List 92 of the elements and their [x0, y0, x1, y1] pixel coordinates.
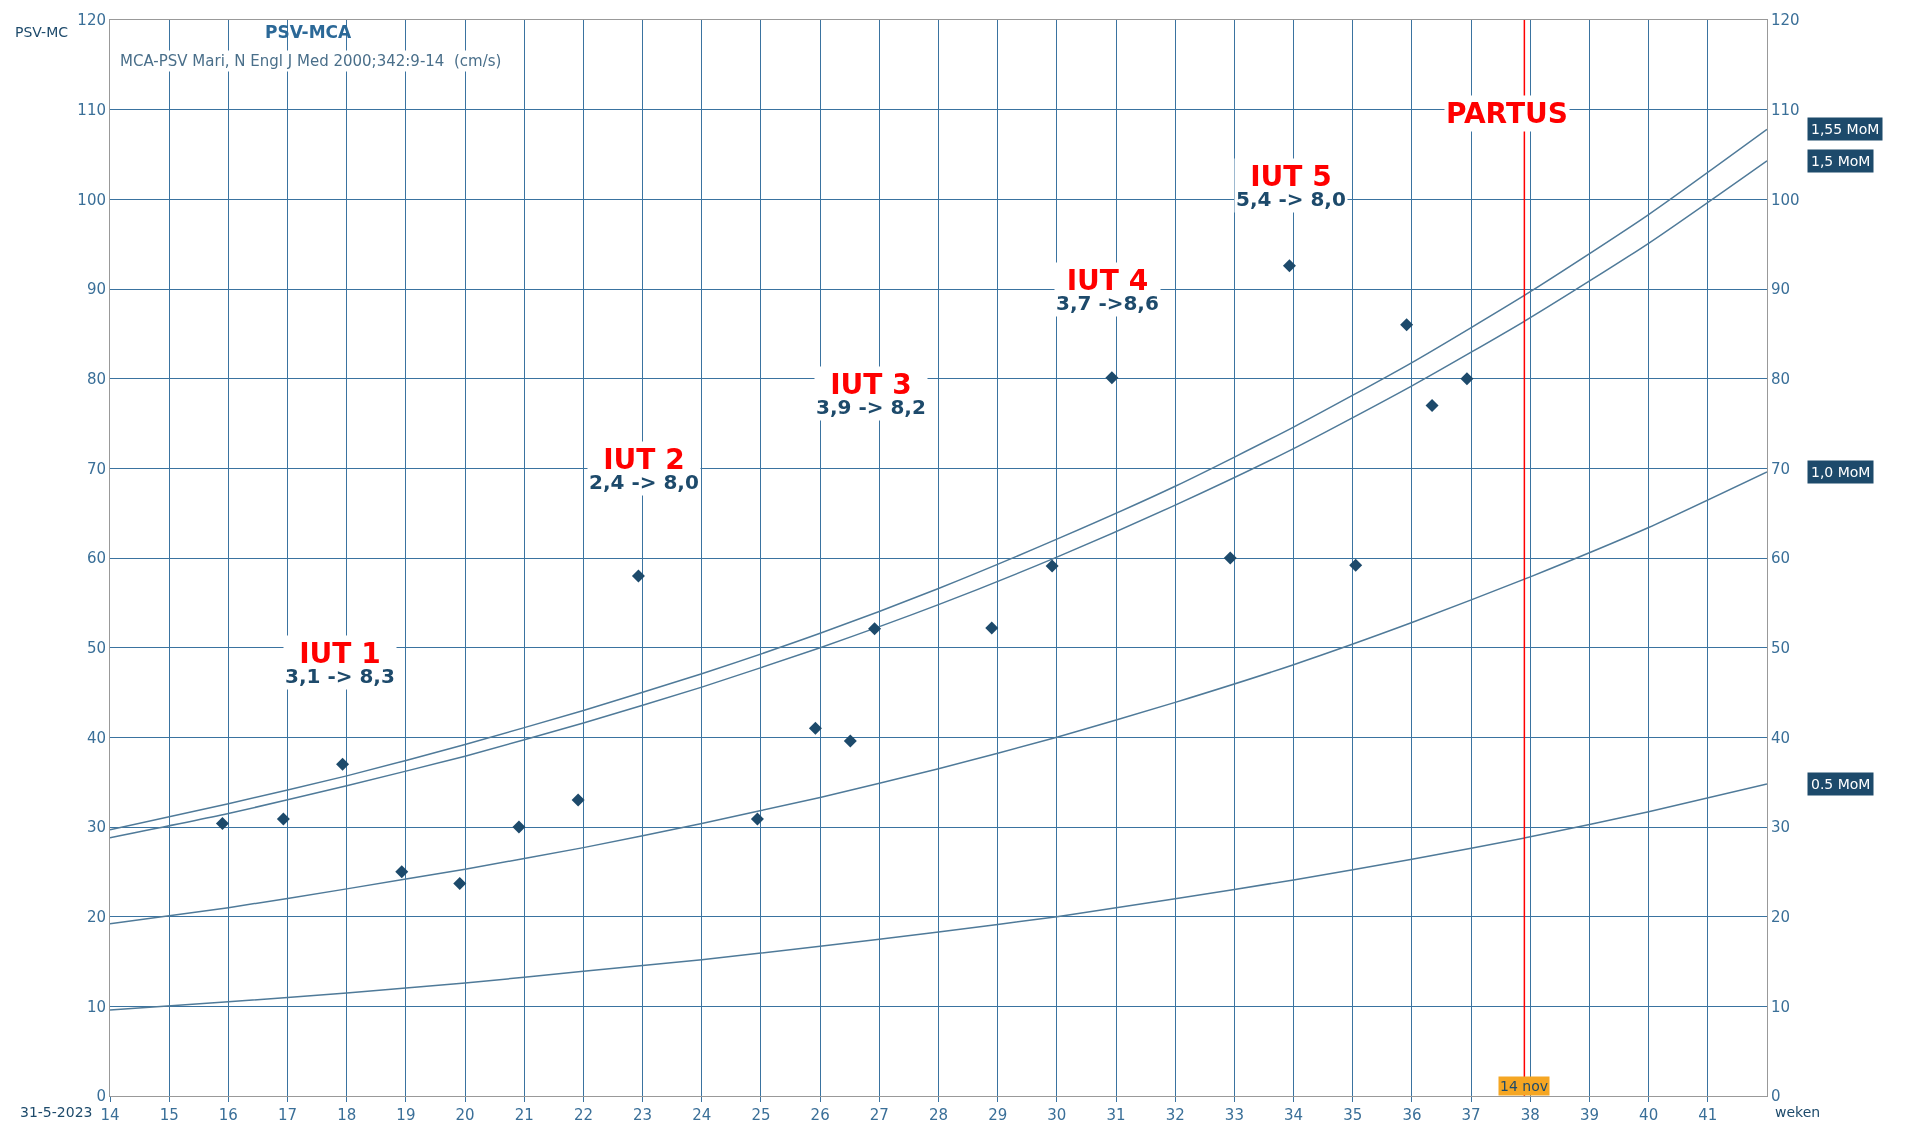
x-tick-label: 36 [1402, 1106, 1422, 1124]
x-tick-label: 35 [1343, 1106, 1363, 1124]
point [453, 876, 467, 890]
y-axis-title: PSV-MC [15, 24, 69, 40]
point [843, 734, 857, 748]
y2-tick-label: 120 [1771, 11, 1800, 30]
y2-tick-label: 110 [1771, 100, 1800, 119]
text: 1,0 MoM [1811, 464, 1871, 480]
y2-tick-label: 60 [1771, 549, 1791, 568]
x-tick-label: 32 [1165, 1106, 1185, 1124]
annotation: IUT 1 3,1 -> 8,3 [285, 637, 395, 688]
x-tick-label: 14 [100, 1106, 120, 1124]
y-tick-label: 110 [77, 100, 106, 119]
y2-tick-label: 10 [1771, 997, 1791, 1016]
point [571, 793, 585, 807]
y2-tick-label: 0 [1771, 1087, 1781, 1106]
text: 1,55 MoM [1811, 121, 1880, 137]
text: 1,5 MoM [1811, 153, 1871, 169]
x-tick-label: 30 [1047, 1106, 1067, 1124]
x-tick-label: 22 [573, 1106, 593, 1124]
point [1223, 551, 1237, 565]
x-tick-label: 33 [1224, 1106, 1244, 1124]
point [1105, 371, 1119, 385]
point [868, 622, 882, 636]
x-tick-label: 19 [396, 1106, 416, 1124]
annotation: IUT 2 2,4 -> 8,0 [589, 443, 699, 494]
y2-tick-label: 30 [1771, 818, 1791, 837]
y-tick-label: 40 [86, 728, 106, 747]
y-tick-label: 90 [86, 280, 106, 299]
point [1400, 318, 1414, 332]
point [1349, 558, 1363, 572]
y-tick-label: 30 [86, 818, 106, 837]
point [1045, 559, 1059, 573]
annotation: PARTUS [1446, 97, 1568, 130]
x-tick-label: 20 [455, 1106, 475, 1124]
x-tick-label: 28 [928, 1106, 949, 1124]
x-tick-label: 16 [218, 1106, 238, 1124]
y-tick-label: 0 [96, 1087, 106, 1106]
point [512, 820, 526, 834]
x-tick-label: 29 [988, 1106, 1008, 1124]
ref-line-label: 14 nov [1500, 1078, 1548, 1094]
x-tick-label: 21 [514, 1106, 534, 1124]
y2-tick-label: 40 [1771, 728, 1791, 747]
point [1460, 372, 1474, 386]
point [1425, 399, 1439, 413]
x-tick-label: 26 [810, 1106, 830, 1124]
x-tick-label: 41 [1698, 1106, 1718, 1124]
y-tick-label: 50 [86, 638, 106, 657]
annotation: IUT 3 3,9 -> 8,2 [816, 368, 926, 419]
y-tick-label: 100 [77, 190, 106, 209]
y-tick-label: 10 [86, 997, 106, 1016]
point [215, 816, 229, 830]
y-tick-label: 80 [86, 369, 106, 388]
text: 31-5-2023 [20, 1104, 93, 1120]
x-tick-label: 31 [1106, 1106, 1126, 1124]
point [1282, 259, 1296, 273]
point [750, 812, 764, 826]
x-tick-label: 15 [159, 1106, 179, 1124]
point [395, 865, 409, 879]
text: 0.5 MoM [1811, 776, 1871, 792]
line-series [110, 471, 1767, 925]
y2-tick-label: 100 [1771, 190, 1800, 209]
y2-tick-label: 50 [1771, 638, 1791, 657]
point [985, 621, 999, 635]
x-tick-label: 17 [277, 1106, 298, 1124]
y2-tick-label: 20 [1771, 907, 1791, 926]
line-series [110, 783, 1767, 1011]
x-tick-label: 39 [1579, 1106, 1600, 1124]
point [276, 812, 290, 826]
x-tick-label: 27 [869, 1106, 889, 1124]
point [336, 757, 350, 771]
x-tick-label: 23 [633, 1106, 653, 1124]
y2-tick-label: 90 [1771, 280, 1791, 299]
x-tick-label: 18 [337, 1106, 357, 1124]
annotation: IUT 5 5,4 -> 8,0 [1236, 160, 1346, 211]
y2-tick-label: 80 [1771, 369, 1791, 388]
y-tick-label: 120 [77, 11, 106, 30]
y2-tick-label: 70 [1771, 459, 1791, 478]
y-tick-label: 70 [86, 459, 106, 478]
x-tick-label: 24 [692, 1106, 712, 1124]
point [631, 569, 645, 583]
x-tick-label: 40 [1639, 1106, 1659, 1124]
annotation: IUT 4 3,7 ->8,6 [1056, 264, 1159, 315]
text: MCA-PSV Mari, N Engl J Med 2000;342:9-14 (cm/s) [120, 52, 502, 70]
x-tick-label: 37 [1461, 1106, 1481, 1124]
y-tick-label: 60 [86, 549, 106, 568]
x-axis-title: weken [1775, 1104, 1821, 1120]
point [808, 721, 822, 735]
x-tick-label: 38 [1520, 1106, 1540, 1124]
x-tick-label: 25 [751, 1106, 771, 1124]
y-tick-label: 20 [86, 907, 106, 926]
x-tick-label: 34 [1284, 1106, 1304, 1124]
